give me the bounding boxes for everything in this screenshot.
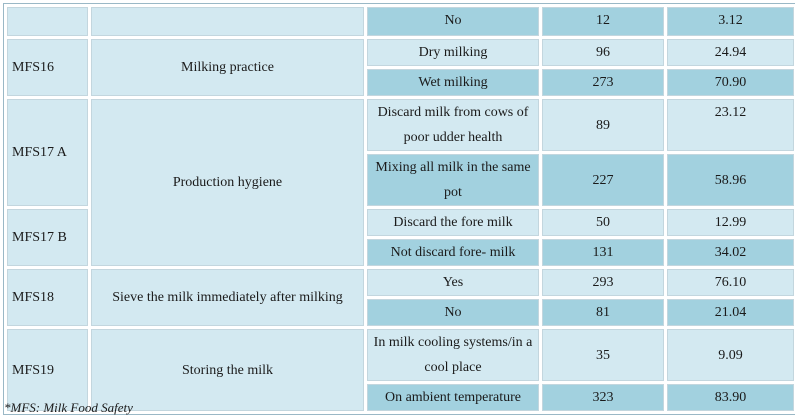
option-cell: No	[367, 7, 539, 36]
percent-cell: 24.94	[667, 39, 794, 66]
percent-cell: 3.12	[667, 7, 794, 36]
factor-cell	[91, 7, 364, 36]
code-cell: MFS19	[7, 329, 88, 411]
factor-cell: Production hygiene	[91, 99, 364, 266]
table-row: MFS16 Milking practice Dry milking 96 24…	[7, 39, 794, 96]
option-cell: Discard milk from cows of poor udder hea…	[367, 99, 539, 151]
count-cell: 89	[542, 99, 664, 151]
count-cell: 50	[542, 209, 664, 236]
option-cell: In milk cooling systems/in a cool place	[367, 329, 539, 381]
percent-cell: 70.90	[667, 69, 794, 96]
percent-cell: 76.10	[667, 269, 794, 296]
count-cell: 293	[542, 269, 664, 296]
percent-cell: 58.96	[667, 154, 794, 206]
survey-results-table: No 12 3.12 MFS16 Milking practice Dry mi…	[3, 3, 795, 415]
code-cell: MFS17 B	[7, 209, 88, 266]
factor-cell: Sieve the milk immediately after milking	[91, 269, 364, 326]
option-cell: Not discard fore- milk	[367, 239, 539, 266]
table-row: On ambient temperature 323 83.90	[7, 384, 794, 411]
table-row: Not discard fore- milk 131 34.02	[7, 239, 794, 266]
table-row: Wet milking 273 70.90	[7, 69, 794, 96]
table-row: MFS17 B Discard the fore milk 50 12.99	[7, 209, 794, 266]
code-cell: MFS16	[7, 39, 88, 96]
option-cell: Dry milking	[367, 39, 539, 66]
count-cell: 12	[542, 7, 664, 36]
count-cell: 273	[542, 69, 664, 96]
code-cell	[7, 7, 88, 36]
percent-cell: 9.09	[667, 329, 794, 381]
code-cell: MFS18	[7, 269, 88, 326]
table-row: MFS18 Sieve the milk immediately after m…	[7, 269, 794, 326]
table-row: No 12 3.12	[7, 7, 794, 36]
count-cell: 96	[542, 39, 664, 66]
factor-cell: Storing the milk	[91, 329, 364, 411]
option-cell: Mixing all milk in the same pot	[367, 154, 539, 206]
count-cell: 227	[542, 154, 664, 206]
count-cell: 35	[542, 329, 664, 381]
percent-cell: 83.90	[667, 384, 794, 411]
code-cell: MFS17 A	[7, 99, 88, 206]
table-footnote: *MFS: Milk Food Safety	[4, 400, 133, 415]
option-cell: Wet milking	[367, 69, 539, 96]
percent-cell: 21.04	[667, 299, 794, 326]
percent-cell: 12.99	[667, 209, 794, 236]
count-cell: 323	[542, 384, 664, 411]
count-cell: 81	[542, 299, 664, 326]
table-row: Mixing all milk in the same pot 227 58.9…	[7, 154, 794, 206]
option-cell: Discard the fore milk	[367, 209, 539, 236]
factor-cell: Milking practice	[91, 39, 364, 96]
option-cell: No	[367, 299, 539, 326]
table-row: MFS17 A Production hygiene Discard milk …	[7, 99, 794, 266]
percent-cell: 23.12	[667, 99, 794, 151]
count-cell: 131	[542, 239, 664, 266]
option-cell: Yes	[367, 269, 539, 296]
percent-cell: 34.02	[667, 239, 794, 266]
table-row: No 81 21.04	[7, 299, 794, 326]
table-row: MFS19 Storing the milk In milk cooling s…	[7, 329, 794, 411]
option-cell: On ambient temperature	[367, 384, 539, 411]
